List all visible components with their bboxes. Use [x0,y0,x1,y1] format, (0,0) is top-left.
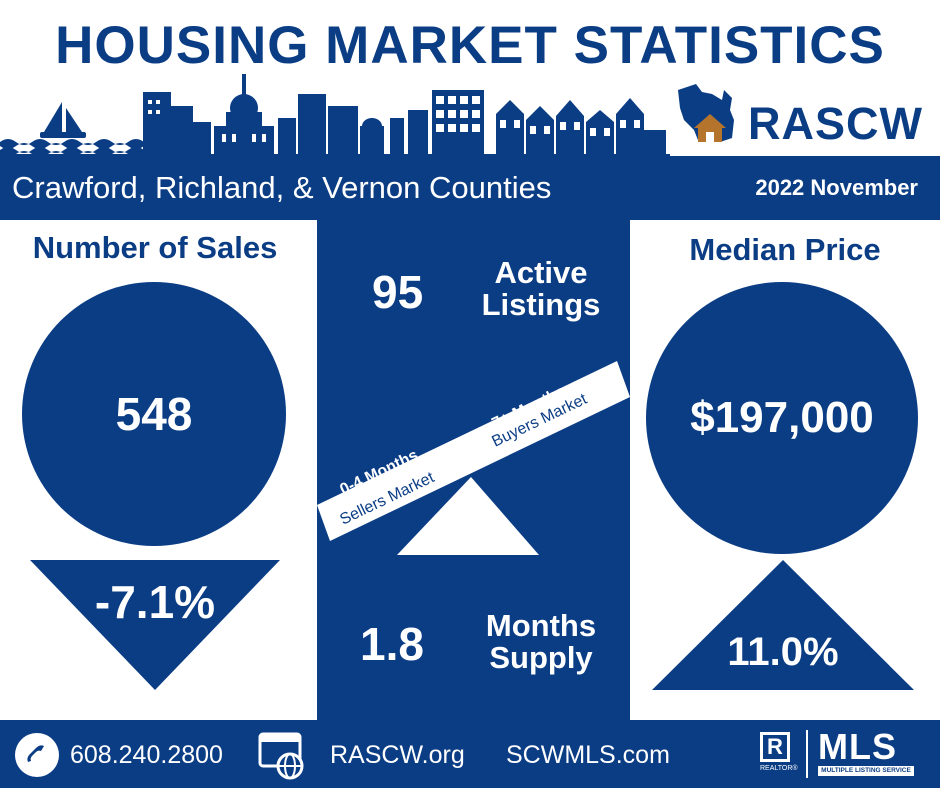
sales-change: -7.1% [94,576,216,628]
sales-circle: 548 [22,282,286,546]
rascw-logo-text: RASCW [748,98,923,149]
realtor-mark: R [760,732,790,762]
median-price-value: $197,000 [690,393,874,442]
report-period: 2022 November [755,175,918,200]
scale-beam [317,361,630,541]
footer-site-rascw[interactable]: RASCW.org [330,741,465,769]
footer-phone[interactable]: 608.240.2800 [70,741,223,769]
months-supply-label-line2: Supply [489,640,593,675]
market-scale-graphic: 7+ Months Buyers Market 0-4 Months Selle… [317,361,630,555]
price-change: 11.0% [727,630,839,674]
months-supply-value: 1.8 [360,618,424,670]
scale-fulcrum [397,477,539,555]
realtor-logo-icon: R REALTOR® [760,732,798,778]
page-title: HOUSING MARKET STATISTICS [55,16,885,75]
months-supply-label: Months Supply [470,610,612,674]
region-band [0,156,940,220]
footer-bar [0,720,940,788]
logo-divider [806,730,808,778]
sales-value: 548 [115,388,193,440]
active-listings-label-line2: Listings [481,287,601,322]
price-up-triangle [652,560,914,690]
active-listings-label: Active Listings [470,257,612,321]
median-price-title: Median Price [689,232,881,267]
footer-site-scwmls[interactable]: SCWMLS.com [506,741,670,769]
phone-icon [15,733,59,777]
wisconsin-map-icon [678,84,734,142]
sales-title: Number of Sales [32,230,278,265]
median-price-circle: $197,000 [646,282,918,554]
region-name: Crawford, Richland, & Vernon Counties [12,170,552,205]
mls-sub: MULTIPLE LISTING SERVICE [818,766,914,776]
house-icon [694,114,726,142]
skyline-illustration [0,74,670,158]
months-supply-label-line1: Months [485,608,597,643]
mls-logo-icon: MLS MULTIPLE LISTING SERVICE [818,728,914,776]
realtor-text: REALTOR® [760,765,798,772]
active-listings-label-line1: Active [494,255,588,290]
active-listings-value: 95 [372,266,424,318]
web-globe-icon [258,732,304,780]
sales-down-triangle [30,560,280,690]
mls-text: MLS [818,726,897,767]
